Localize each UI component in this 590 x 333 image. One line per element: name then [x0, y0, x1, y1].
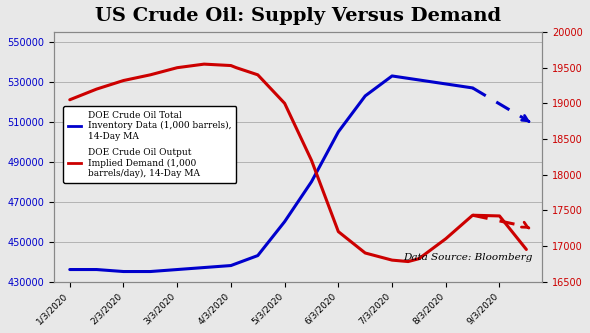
- Title: US Crude Oil: Supply Versus Demand: US Crude Oil: Supply Versus Demand: [95, 7, 501, 25]
- Legend: DOE Crude Oil Total
Inventory Data (1,000 barrels),
14-Day MA, DOE Crude Oil Out: DOE Crude Oil Total Inventory Data (1,00…: [63, 107, 237, 183]
- Text: Data Source: Bloomberg: Data Source: Bloomberg: [404, 252, 533, 261]
